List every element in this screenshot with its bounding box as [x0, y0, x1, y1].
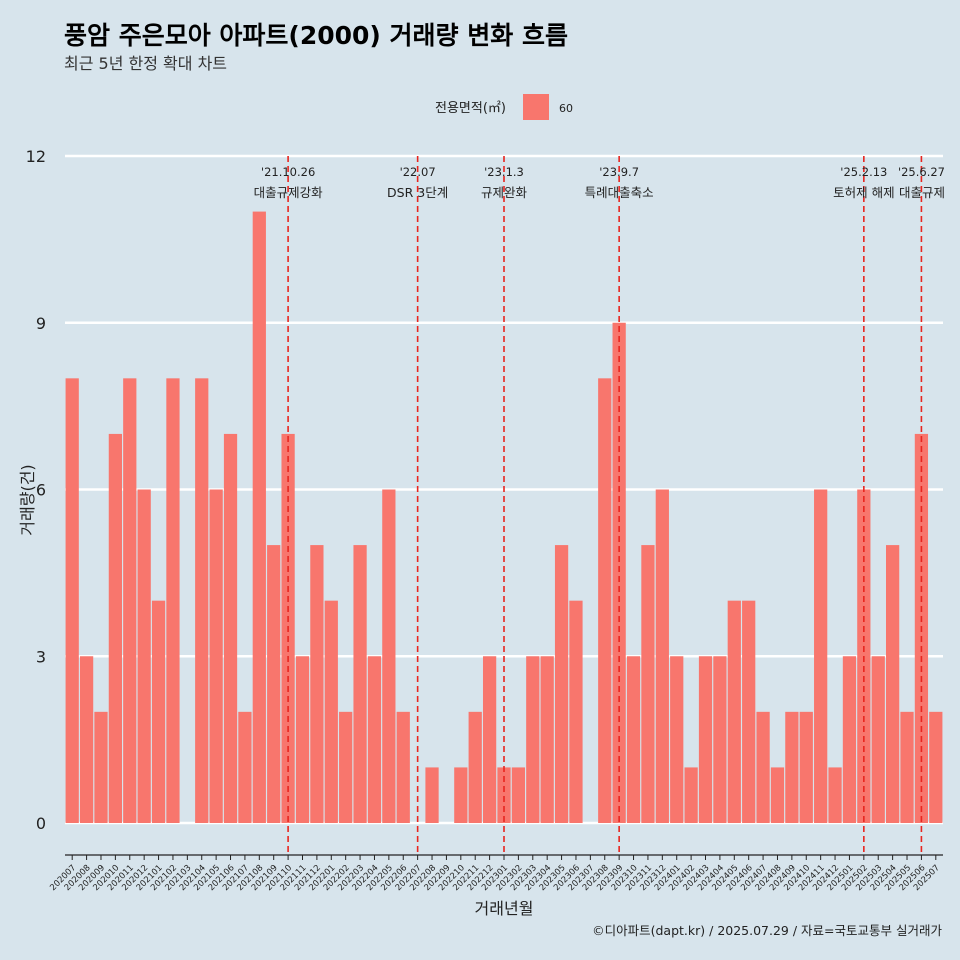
- event-date-1: '22.07: [400, 165, 436, 179]
- bar-202305: [554, 545, 569, 823]
- bar-202205: [382, 489, 396, 823]
- bar-202007: [65, 378, 79, 823]
- bar-202406: [742, 600, 756, 823]
- bar-202405: [727, 600, 741, 823]
- bar-202009: [94, 711, 108, 823]
- event-date-0: '21.10.26: [261, 165, 315, 179]
- bar-202311: [641, 545, 655, 823]
- event-date-2: '23.1.3: [484, 165, 524, 179]
- bar-202012: [137, 489, 151, 823]
- bar-202407: [756, 711, 770, 823]
- bar-202308: [598, 378, 612, 823]
- event-name-4: 토허제 해제: [833, 185, 894, 200]
- chart-title: 풍암 주은모아 아파트(2000) 거래량 변화 흐름: [64, 21, 568, 50]
- bar-202208: [425, 767, 439, 823]
- legend-label: 60: [559, 102, 573, 115]
- y-tick-label-12: 12: [26, 147, 46, 166]
- bar-202008: [79, 656, 94, 823]
- bar-202102: [166, 378, 180, 823]
- bar-202106: [223, 433, 238, 823]
- bar-202412: [828, 767, 842, 823]
- bar-202310: [626, 656, 641, 823]
- bar-202312: [655, 489, 669, 823]
- bar-202503: [871, 656, 885, 823]
- bar-202301: [497, 767, 511, 823]
- y-tick-label-6: 6: [36, 481, 46, 500]
- bar-202504: [886, 545, 900, 823]
- y-axis-title: 거래량(건): [18, 464, 37, 535]
- event-name-5: 대출규제: [899, 185, 945, 200]
- event-name-2: 규제완화: [481, 185, 528, 200]
- bar-202212: [482, 656, 497, 823]
- legend: 전용면적(㎡) 60: [435, 94, 573, 120]
- bar-202107: [238, 711, 252, 823]
- bar-202112: [310, 545, 324, 823]
- bar-202011: [123, 378, 137, 823]
- bar-202210: [454, 767, 468, 823]
- bar-202306: [569, 600, 583, 823]
- bar-202304: [540, 656, 554, 823]
- bar-202211: [468, 711, 482, 823]
- bar-202109: [267, 545, 281, 823]
- bar-202402: [684, 767, 698, 823]
- x-axis: 2020072020082020092020102020112020122021…: [48, 854, 943, 893]
- event-name-1: DSR 3단계: [387, 185, 448, 200]
- y-tick-label-3: 3: [36, 647, 46, 666]
- event-date-5: '25.6.27: [898, 165, 945, 179]
- bar-202408: [770, 767, 785, 823]
- bar-202501: [842, 656, 857, 823]
- bar-202507: [929, 711, 943, 823]
- bar-202108: [252, 211, 266, 824]
- event-date-3: '23.9.7: [599, 165, 639, 179]
- bar-202010: [108, 433, 122, 823]
- bar-202101: [151, 600, 166, 823]
- bar-202302: [511, 767, 526, 823]
- bar-202201: [324, 600, 338, 823]
- bar-202401: [670, 656, 684, 823]
- bar-202111: [295, 656, 310, 823]
- event-date-4: '25.2.13: [840, 165, 887, 179]
- bar-202204: [367, 656, 382, 823]
- bars: [65, 211, 943, 824]
- y-tick-label-0: 0: [36, 814, 46, 833]
- caption: ©디아파트(dapt.kr) / 2025.07.29 / 자료=국토교통부 실…: [592, 923, 942, 938]
- bar-202411: [814, 489, 828, 823]
- bar-202409: [785, 711, 799, 823]
- bar-202202: [339, 711, 353, 823]
- event-annotations: '21.10.26 대출규제강화 '22.07 DSR 3단계 '23.1.3 규제완화 '…: [254, 156, 945, 855]
- bar-202404: [713, 656, 727, 823]
- bar-202309: [612, 322, 626, 823]
- event-name-3: 특례대출축소: [585, 185, 654, 200]
- bar-202505: [900, 711, 914, 823]
- bar-202206: [396, 711, 410, 823]
- event-name-0: 대출규제강화: [254, 185, 324, 200]
- bar-202104: [195, 378, 209, 823]
- y-tick-label-9: 9: [36, 314, 46, 333]
- legend-swatch: [523, 94, 549, 120]
- bar-202410: [799, 711, 813, 823]
- y-axis: 0 3 6 9 12: [26, 147, 46, 833]
- bar-202105: [209, 489, 223, 823]
- bar-202303: [526, 656, 540, 823]
- bar-202403: [698, 656, 713, 823]
- legend-title: 전용면적(㎡): [435, 101, 506, 116]
- chart-subtitle: 최근 5년 한정 확대 차트: [64, 54, 227, 73]
- bar-202203: [353, 545, 367, 823]
- x-axis-title: 거래년월: [475, 899, 534, 918]
